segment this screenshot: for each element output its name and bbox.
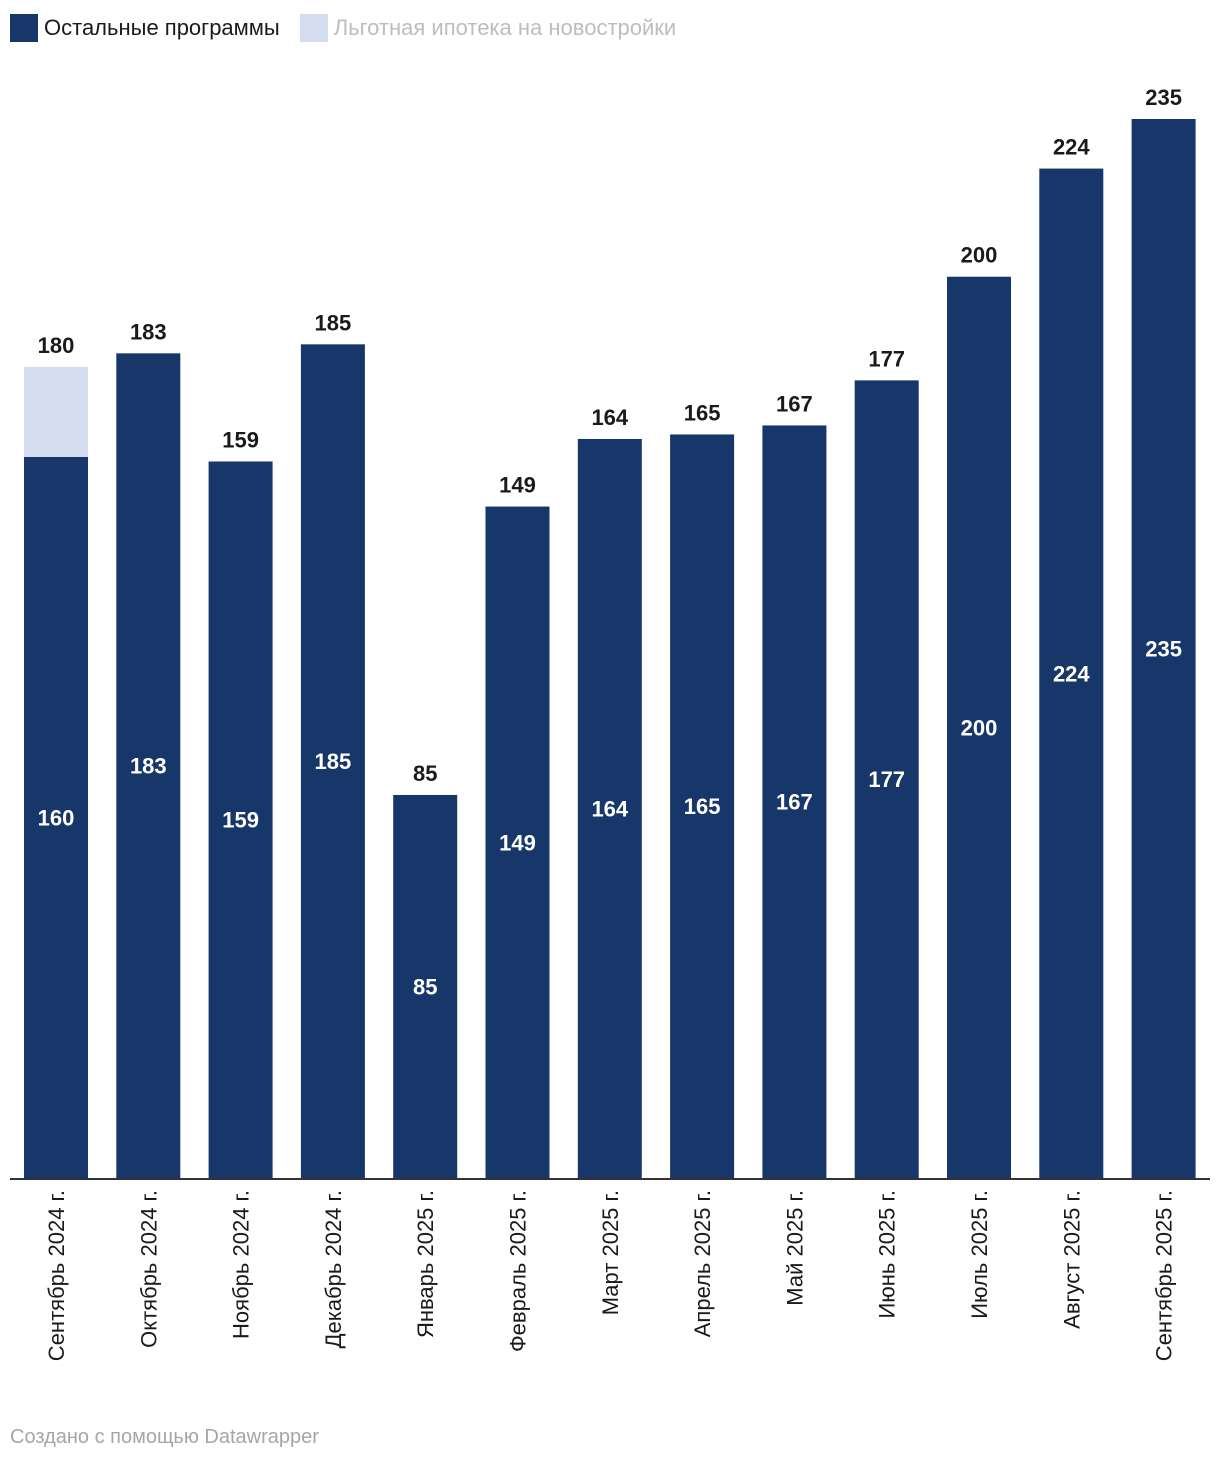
x-tick-label: Июнь 2025 г. — [875, 1190, 900, 1319]
x-tick-label: Сентябрь 2024 г. — [44, 1190, 69, 1361]
bar-other-programs — [116, 353, 181, 1178]
bar-total-label: 235 — [1145, 85, 1182, 110]
bar-total-label: 180 — [38, 333, 75, 358]
bar-value-label: 200 — [961, 715, 998, 740]
legend: Остальные программы Льготная ипотека на … — [10, 12, 696, 44]
bar-other-programs — [762, 425, 827, 1178]
x-tick-label: Август 2025 г. — [1059, 1190, 1084, 1329]
x-tick-label: Сентябрь 2025 г. — [1152, 1190, 1177, 1361]
footer-credit: Создано с помощью Datawrapper — [10, 1426, 319, 1448]
bar-value-label: 165 — [684, 794, 721, 819]
bar-other-programs — [577, 438, 642, 1178]
legend-label-preferential-mortgage: Льготная ипотека на новостройки — [333, 15, 677, 40]
bar-total-label: 159 — [222, 427, 259, 452]
bar-total-label: 164 — [591, 405, 628, 430]
bar-other-programs — [208, 461, 273, 1178]
bar-total-label: 165 — [684, 400, 721, 425]
legend-swatch-other-programs — [10, 14, 38, 42]
x-tick-label: Июль 2025 г. — [967, 1190, 992, 1319]
x-tick-label: Февраль 2025 г. — [506, 1190, 531, 1352]
bar-value-label: 224 — [1053, 661, 1090, 686]
bar-total-label: 177 — [868, 346, 905, 371]
bar-chart: 160 180 Сентябрь 2024 г. 183 183 Октябрь 2024… — [10, 85, 1210, 1361]
bar-preferential-mortgage — [24, 366, 88, 457]
bar-other-programs — [300, 344, 365, 1178]
bar-total-label: 200 — [961, 243, 998, 268]
x-tick-label: Декабрь 2024 г. — [321, 1190, 346, 1348]
bar-total-label: 185 — [315, 310, 352, 335]
bar-other-programs — [1131, 119, 1196, 1178]
bar-total-label: 183 — [130, 319, 167, 344]
x-tick-label: Май 2025 г. — [782, 1190, 807, 1306]
bar-total-label: 149 — [499, 473, 536, 498]
bar-value-label: 149 — [499, 830, 536, 855]
legend-label-other-programs: Остальные программы — [44, 15, 280, 40]
bar-total-label: 85 — [413, 761, 437, 786]
bar-value-label: 183 — [130, 754, 167, 779]
legend-item-preferential-mortgage[interactable]: Льготная ипотека на новостройки — [299, 14, 677, 42]
x-tick-label: Январь 2025 г. — [413, 1190, 438, 1338]
bar-other-programs — [854, 380, 919, 1178]
bar-other-programs — [947, 276, 1011, 1179]
bar-other-programs — [393, 794, 458, 1178]
bar-value-label: 177 — [868, 767, 905, 792]
x-tick-label: Октябрь 2024 г. — [136, 1190, 161, 1348]
bar-value-label: 164 — [591, 796, 628, 821]
bar-value-label: 167 — [776, 790, 813, 815]
bar-other-programs — [670, 434, 735, 1179]
bar-total-label: 224 — [1053, 135, 1090, 160]
bar-value-label: 85 — [413, 974, 437, 999]
bar-other-programs — [1039, 168, 1104, 1179]
bar-value-label: 160 — [38, 805, 75, 830]
bar-other-programs — [24, 456, 88, 1178]
x-tick-label: Апрель 2025 г. — [690, 1190, 715, 1337]
bar-value-label: 159 — [222, 808, 259, 833]
bar-total-label: 167 — [776, 391, 813, 416]
bar-other-programs — [485, 506, 550, 1178]
legend-item-other-programs[interactable]: Остальные программы — [10, 14, 280, 42]
x-tick-label: Ноябрь 2024 г. — [229, 1190, 254, 1339]
bar-value-label: 185 — [315, 749, 352, 774]
x-tick-label: Март 2025 г. — [598, 1190, 623, 1315]
bar-value-label: 235 — [1145, 637, 1182, 662]
legend-swatch-preferential-mortgage — [299, 14, 328, 42]
